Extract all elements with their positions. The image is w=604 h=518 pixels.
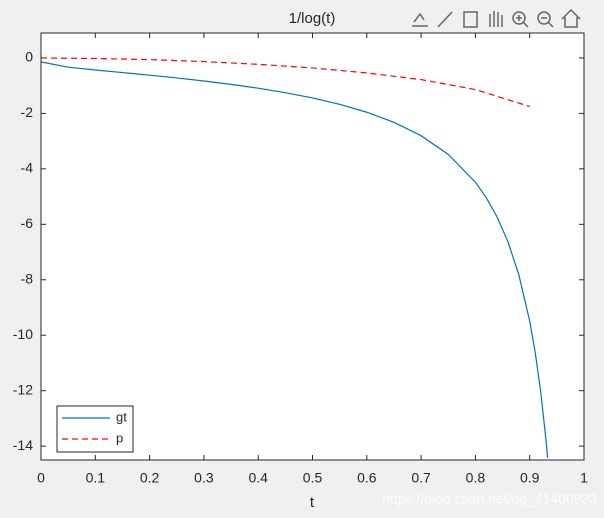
zoom-out-glyph (541, 17, 554, 28)
home-icon[interactable] (561, 8, 581, 28)
axes-box (40, 32, 585, 461)
legend-label: p (116, 430, 123, 445)
y-tick-label: -8 (21, 270, 34, 286)
y-tick-label: 0 (25, 49, 33, 65)
x-axis-label: t (310, 494, 315, 511)
zoom-in-glyph (516, 15, 529, 28)
datatip-icon[interactable] (463, 11, 478, 28)
x-tick-label: 0.1 (86, 470, 106, 486)
x-tick-label: 0.4 (248, 470, 268, 486)
zoom-out-icon[interactable] (537, 11, 551, 25)
y-tick-label: -10 (13, 326, 33, 342)
y-tick-label: -12 (13, 381, 33, 397)
axes-bg (41, 33, 584, 460)
zoom-in-icon[interactable] (512, 11, 526, 25)
series-line (41, 57, 530, 108)
x-tick-label: 0.3 (194, 470, 214, 486)
y-tick-label: -4 (21, 160, 34, 176)
legend-label: gt (116, 409, 127, 424)
x-tick-label: 0.6 (357, 470, 377, 486)
brush-icon[interactable] (437, 11, 453, 28)
export-icon[interactable] (412, 12, 428, 27)
x-tick-label: 0 (37, 470, 45, 486)
x-tick-label: 0.8 (466, 470, 486, 486)
x-tick-label: 0.7 (411, 470, 431, 486)
watermark: https://blog.csdn.net/qq_41400823 (382, 491, 597, 507)
chart-title: 1/log(t) (289, 10, 336, 27)
y-tick-label: -6 (21, 215, 34, 231)
toolbar[interactable] (412, 8, 581, 28)
legend-box (56, 405, 134, 453)
x-tick-label: 0.9 (520, 470, 540, 486)
x-tick-label: 1 (580, 470, 588, 486)
y-tick-label: -14 (13, 437, 33, 453)
x-tick-label: 0.5 (303, 470, 323, 486)
pan-icon[interactable] (489, 11, 503, 27)
series-line (41, 61, 549, 458)
y-tick-label: -2 (21, 104, 34, 120)
x-tick-label: 0.2 (140, 470, 160, 486)
